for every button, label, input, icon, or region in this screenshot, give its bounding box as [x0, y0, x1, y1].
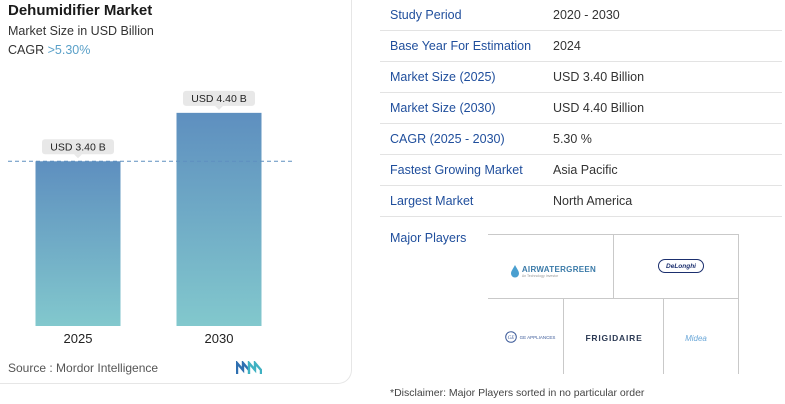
airwatergreen-text: AIRWATERGREEN	[521, 264, 597, 274]
delonghi-text: DeLonghi	[666, 262, 696, 270]
category-label: 2025	[64, 331, 93, 346]
info-value: North America	[553, 194, 633, 208]
info-row: Base Year For Estimation 2024	[380, 31, 782, 62]
info-value: 2020 - 2030	[553, 8, 620, 22]
ge-appliances-logo: GE GE APPLIANCES	[500, 330, 560, 344]
info-row: Largest Market North America	[380, 186, 782, 217]
frigidaire-text: FRIGIDAIRE	[585, 333, 643, 343]
info-row: Market Size (2025) USD 3.40 Billion	[380, 62, 782, 93]
info-label: Largest Market	[390, 194, 474, 208]
info-label: Market Size (2025)	[390, 70, 496, 84]
players-grid-line	[663, 298, 664, 374]
info-label: Study Period	[390, 8, 462, 22]
water-drop-icon	[510, 265, 519, 278]
info-value: 5.30 %	[553, 132, 592, 146]
info-value: USD 4.40 Billion	[553, 101, 645, 115]
info-row: Study Period 2020 - 2030	[380, 0, 782, 31]
players-grid-line	[488, 298, 563, 299]
info-value: Asia Pacific	[553, 163, 618, 177]
delonghi-logo: DeLonghi	[658, 259, 704, 273]
chart-title: Dehumidifier Market	[8, 2, 153, 19]
chart-subtitle: Market Size in USD Billion	[8, 24, 154, 38]
chart-cagr: CAGR >5.30%	[8, 43, 90, 57]
info-label: Fastest Growing Market	[390, 163, 523, 177]
cagr-value: >5.30%	[47, 43, 91, 57]
info-label: CAGR (2025 - 2030)	[390, 132, 505, 146]
airwatergreen-subtext: An Technology Investor	[521, 273, 559, 278]
data-label-pointer	[74, 154, 82, 159]
chart-card: Dehumidifier Market Market Size in USD B…	[0, 0, 352, 384]
ge-monogram-icon: GE	[504, 331, 517, 343]
frigidaire-logo: FRIGIDAIRE	[576, 330, 652, 346]
data-label: USD 4.40 B	[191, 93, 246, 105]
info-row: CAGR (2025 - 2030) 5.30 %	[380, 124, 782, 155]
svg-text:GE: GE	[507, 336, 514, 341]
info-value: 2024	[553, 39, 581, 53]
info-row: Fastest Growing Market Asia Pacific	[380, 155, 782, 186]
info-label: Market Size (2030)	[390, 101, 496, 115]
bar-2025	[35, 161, 121, 326]
data-label: USD 3.40 B	[50, 141, 105, 153]
players-grid-line	[663, 298, 738, 299]
category-label: 2030	[205, 331, 234, 346]
players-grid-line	[563, 298, 564, 374]
players-grid-line	[738, 234, 739, 374]
info-row: Market Size (2030) USD 4.40 Billion	[380, 93, 782, 124]
mordor-logo-icon	[236, 361, 262, 374]
data-label-bg	[183, 90, 255, 106]
major-players-grid: AIRWATERGREEN An Technology Investor DeL…	[488, 234, 739, 374]
bar-chart: USD 3.40 B 2025 USD 4.40 B 2030	[8, 90, 292, 346]
bar-2030	[176, 112, 262, 326]
midea-logo: Midea	[676, 330, 716, 346]
airwatergreen-logo: AIRWATERGREEN An Technology Investor	[492, 256, 614, 286]
players-grid-line	[613, 234, 614, 298]
players-grid-line	[563, 298, 663, 299]
chart-source: Source : Mordor Intelligence	[8, 361, 159, 375]
cagr-label: CAGR	[8, 43, 48, 57]
data-label-bg	[42, 139, 114, 155]
info-label: Base Year For Estimation	[390, 39, 532, 53]
players-label: Major Players	[390, 231, 467, 245]
disclaimer: *Disclaimer: Major Players sorted in no …	[390, 387, 645, 399]
data-label-pointer	[215, 105, 223, 110]
market-info-table: Study Period 2020 - 2030 Base Year For Est…	[380, 0, 782, 217]
ge-appliances-text: GE APPLIANCES	[519, 334, 556, 340]
info-value: USD 3.40 Billion	[553, 70, 645, 84]
midea-text: Midea	[685, 333, 707, 343]
